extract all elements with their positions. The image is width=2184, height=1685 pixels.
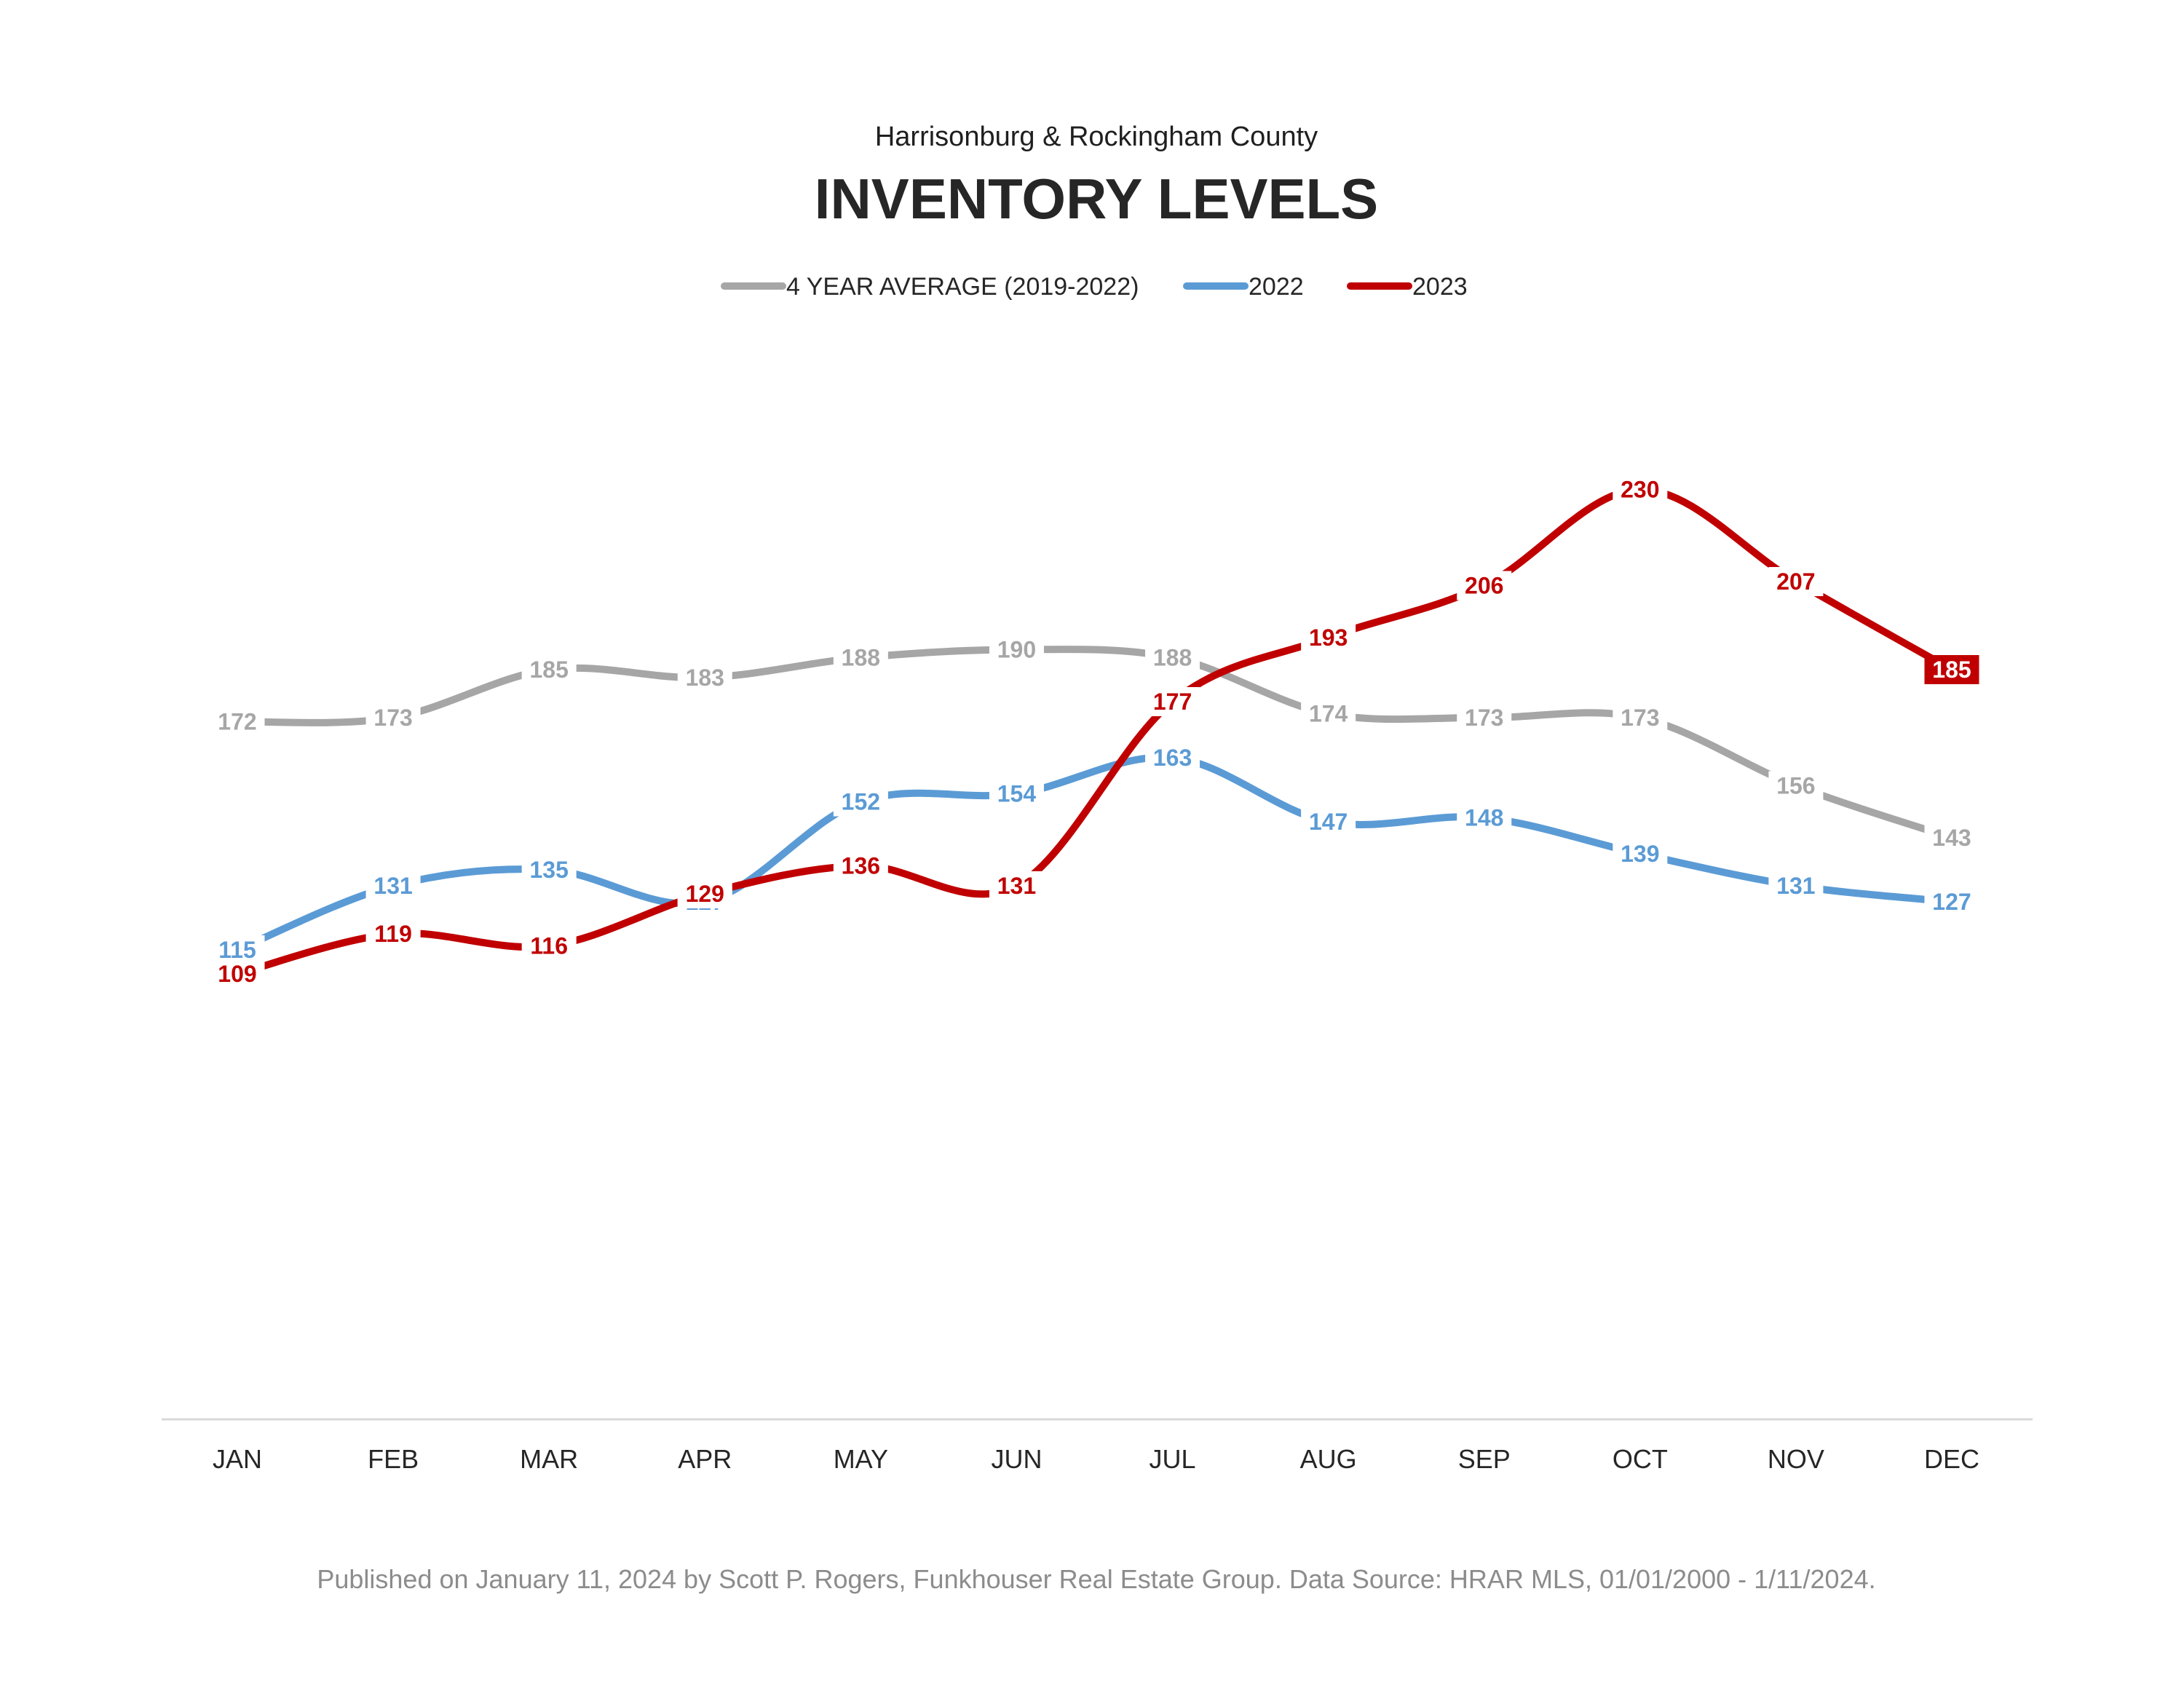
data-label-bg-4-year-average-2019-2022-feb bbox=[365, 703, 421, 732]
data-label-2022-jun: 154 bbox=[997, 781, 1037, 807]
data-label-bg-2023-oct bbox=[1613, 475, 1668, 504]
data-label-bg-4-year-average-2019-2022-sep bbox=[1457, 703, 1512, 732]
data-label-2023-jun: 131 bbox=[997, 873, 1036, 899]
legend-label-4-year-average-2019-2022: 4 YEAR AVERAGE (2019-2022) bbox=[786, 273, 1139, 301]
chart-title: INVENTORY LEVELS bbox=[815, 167, 1378, 231]
data-label-bg-2022-aug bbox=[1301, 807, 1356, 836]
data-label-2022-aug: 147 bbox=[1309, 809, 1348, 835]
data-label-bg-2023-feb bbox=[365, 919, 421, 948]
x-tick-jan: JAN bbox=[213, 1444, 262, 1474]
data-label-4-year-average-2019-2022-mar: 185 bbox=[529, 657, 568, 683]
data-label-bg-2022-jun bbox=[989, 779, 1044, 809]
data-label-bg-4-year-average-2019-2022-dec bbox=[1924, 823, 1979, 852]
data-label-2023-sep: 206 bbox=[1465, 573, 1503, 599]
data-label-bg-2022-dec bbox=[1924, 887, 1979, 916]
data-label-2022-may: 152 bbox=[842, 789, 880, 815]
data-label-bg-2023-apr bbox=[677, 879, 732, 908]
data-label-2023-dec: 185 bbox=[1932, 657, 1971, 683]
data-label-2022-jan: 115 bbox=[218, 937, 256, 963]
data-label-2022-nov: 131 bbox=[1776, 873, 1815, 899]
data-label-bg-4-year-average-2019-2022-nov bbox=[1768, 771, 1824, 801]
series-line-2023 bbox=[234, 485, 1955, 978]
x-tick-apr: APR bbox=[678, 1444, 732, 1474]
data-label-2023-apr: 129 bbox=[686, 881, 724, 907]
data-label-2023-may: 136 bbox=[842, 853, 880, 879]
data-label-bg-2023-jan bbox=[210, 959, 265, 988]
data-label-2022-dec: 127 bbox=[1932, 889, 1971, 915]
data-label-2023-nov: 207 bbox=[1776, 568, 1815, 595]
data-label-bg-2022-oct bbox=[1613, 839, 1668, 868]
x-tick-oct: OCT bbox=[1613, 1444, 1668, 1474]
data-label-bg-2023-nov bbox=[1768, 567, 1824, 596]
data-label-4-year-average-2019-2022-jul: 188 bbox=[1153, 645, 1192, 671]
data-label-2022-oct: 139 bbox=[1621, 841, 1659, 867]
data-label-4-year-average-2019-2022-aug: 174 bbox=[1309, 701, 1348, 727]
data-label-4-year-average-2019-2022-dec: 143 bbox=[1932, 825, 1971, 851]
data-label-bg-2022-nov bbox=[1768, 871, 1824, 900]
data-label-bg-4-year-average-2019-2022-mar bbox=[521, 655, 577, 684]
data-label-bg-4-year-average-2019-2022-jun bbox=[989, 635, 1044, 665]
data-label-bg-2022-sep bbox=[1457, 803, 1512, 833]
legend-label-2023: 2023 bbox=[1412, 273, 1468, 301]
data-label-2022-mar: 135 bbox=[529, 857, 568, 883]
data-label-bg-2023-aug bbox=[1301, 623, 1356, 652]
data-label-2023-aug: 193 bbox=[1309, 625, 1348, 651]
data-label-bg-2023-may bbox=[833, 851, 888, 881]
chart-subtitle: Harrisonburg & Rockingham County bbox=[875, 122, 1318, 152]
legend-label-2022: 2022 bbox=[1249, 273, 1304, 301]
data-label-bg-4-year-average-2019-2022-oct bbox=[1613, 703, 1668, 732]
data-label-bg-4-year-average-2019-2022-aug bbox=[1301, 699, 1356, 729]
data-label-4-year-average-2019-2022-jan: 172 bbox=[218, 709, 256, 735]
data-label-4-year-average-2019-2022-oct: 173 bbox=[1621, 705, 1659, 731]
data-label-bg-2023-jun bbox=[989, 871, 1044, 900]
data-label-2023-mar: 116 bbox=[530, 933, 568, 959]
data-label-2023-oct: 230 bbox=[1621, 477, 1659, 503]
data-label-4-year-average-2019-2022-feb: 173 bbox=[373, 705, 412, 731]
x-tick-aug: AUG bbox=[1300, 1444, 1357, 1474]
data-label-2023-feb: 119 bbox=[374, 921, 412, 947]
data-label-4-year-average-2019-2022-jun: 190 bbox=[997, 637, 1036, 663]
data-label-bg-2023-dec bbox=[1924, 655, 1979, 684]
series-line-2022 bbox=[234, 753, 1955, 953]
data-label-bg-2023-jul bbox=[1145, 687, 1200, 716]
chart-legend: 4 YEAR AVERAGE (2019-2022) 2022 2023 bbox=[721, 273, 1468, 301]
data-label-bg-2023-mar bbox=[521, 931, 577, 961]
series-lines bbox=[234, 485, 1955, 978]
data-label-bg-2022-may bbox=[833, 787, 888, 817]
x-tick-mar: MAR bbox=[520, 1444, 578, 1474]
data-label-2022-feb: 131 bbox=[373, 873, 412, 899]
data-label-bg-4-year-average-2019-2022-jan bbox=[210, 707, 265, 737]
data-label-2022-jul: 163 bbox=[1153, 745, 1192, 771]
data-label-bg-2022-mar bbox=[521, 855, 577, 884]
data-label-2023-jul: 177 bbox=[1153, 689, 1192, 715]
data-label-4-year-average-2019-2022-nov: 156 bbox=[1776, 773, 1815, 799]
data-label-2023-jan: 109 bbox=[218, 961, 256, 987]
data-label-bg-2023-sep bbox=[1457, 571, 1512, 600]
x-tick-nov: NOV bbox=[1768, 1444, 1824, 1474]
data-label-4-year-average-2019-2022-may: 188 bbox=[842, 645, 880, 671]
data-label-bg-2022-feb bbox=[365, 871, 421, 900]
data-label-2022-sep: 148 bbox=[1465, 805, 1503, 831]
x-tick-dec: DEC bbox=[1924, 1444, 1979, 1474]
x-tick-may: MAY bbox=[834, 1444, 888, 1474]
data-label-bg-4-year-average-2019-2022-may bbox=[833, 643, 888, 673]
data-label-bg-2022-jul bbox=[1145, 743, 1200, 772]
x-tick-jun: JUN bbox=[991, 1444, 1042, 1474]
data-label-4-year-average-2019-2022-apr: 183 bbox=[686, 665, 724, 691]
data-label-bg-4-year-average-2019-2022-apr bbox=[677, 663, 732, 692]
data-label-4-year-average-2019-2022-sep: 173 bbox=[1465, 705, 1503, 731]
footer-note: Published on January 11, 2024 by Scott P… bbox=[317, 1564, 1875, 1594]
data-label-bg-4-year-average-2019-2022-jul bbox=[1145, 643, 1200, 673]
x-tick-sep: SEP bbox=[1458, 1444, 1511, 1474]
x-axis-ticks: JAN FEB MAR APR MAY JUN JUL AUG SEP OCT NOV DEC bbox=[213, 1444, 1979, 1474]
x-tick-jul: JUL bbox=[1150, 1444, 1196, 1474]
series-line-4-year-average-2019-2022 bbox=[234, 646, 1955, 841]
x-tick-feb: FEB bbox=[368, 1444, 419, 1474]
